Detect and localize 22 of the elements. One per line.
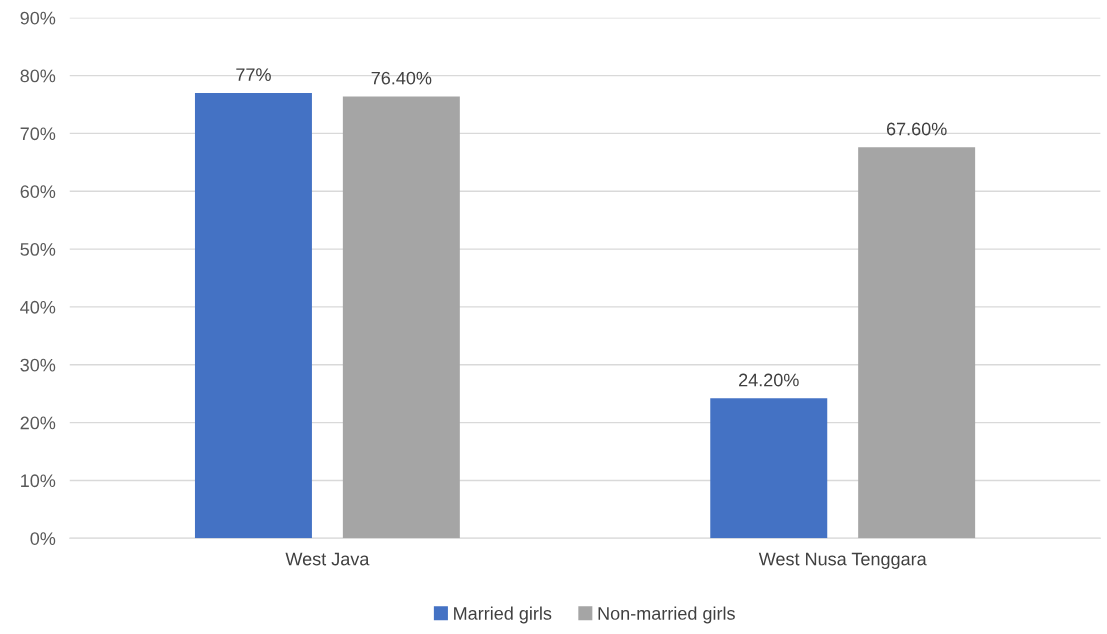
data-label: 67.60% [886,122,947,136]
data-label: 24.20% [739,373,799,387]
y-tick-label: 0% [30,532,56,545]
y-tick-label: 30% [20,358,56,372]
data-label: 76.40% [371,71,432,85]
bar [710,398,828,539]
x-tick-label: West Nusa Tenggara [758,552,927,569]
y-tick-label: 90% [20,11,56,25]
y-tick-label: 10% [21,474,56,488]
y-tick-label: 40% [20,300,56,314]
y-tick-label: 20% [20,416,56,430]
legend-label: Married girls [454,606,552,624]
data-label: 77% [236,68,271,81]
bar [858,147,976,539]
bar [342,96,460,539]
y-tick-label: 80% [20,69,56,83]
legend-label: Non-married girls [598,606,735,624]
bar [194,92,312,539]
x-tick-label: West Java [285,552,370,566]
y-tick-label: 50% [20,243,56,256]
y-tick-label: 60% [20,185,56,198]
y-tick-label: 70% [20,127,56,141]
